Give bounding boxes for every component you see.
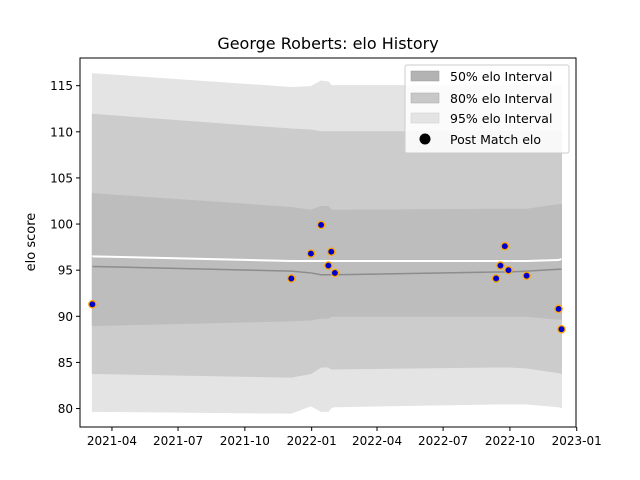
- median-line: [92, 265, 562, 276]
- legend-swatch-95: [410, 112, 440, 124]
- interval-bands: [91, 73, 562, 414]
- post-match-point: [330, 268, 340, 278]
- post-match-point: [88, 300, 97, 309]
- legend-label-post-match: Post Match elo: [450, 132, 541, 147]
- post-match-point: [306, 249, 316, 258]
- x-tick-label: 2023-01: [552, 434, 602, 448]
- y-tick-label: 80: [58, 402, 73, 416]
- legend-swatch-50: [410, 70, 440, 82]
- y-tick-label: 100: [50, 218, 73, 232]
- post-match-point: [504, 265, 513, 275]
- legend-swatch-80: [410, 92, 440, 104]
- post-match-point: [324, 261, 333, 270]
- x-tick-label: 2021-10: [220, 434, 270, 448]
- x-tick-label: 2021-04: [87, 434, 137, 448]
- post-match-point: [316, 220, 326, 230]
- x-tick-label: 2022-07: [418, 434, 468, 448]
- y-tick-label: 110: [50, 125, 73, 139]
- legend-box: [404, 64, 570, 154]
- y-tick-label: 115: [50, 79, 73, 93]
- y-tick-label: 85: [58, 356, 73, 370]
- x-tick-label: 2022-10: [485, 434, 535, 448]
- trend-lines: [92, 255, 562, 276]
- legend: 50% elo Interval 80% elo Interval 95% el…: [404, 64, 570, 154]
- legend-label-80: 80% elo Interval: [450, 91, 552, 106]
- post-match-point: [522, 271, 531, 280]
- post-match-point: [496, 261, 505, 270]
- post-match-point: [500, 241, 510, 251]
- x-tick-label: 2022-01: [287, 434, 337, 448]
- chart-title: George Roberts: elo History: [217, 34, 438, 53]
- y-axis: 80 85 90 95 100 105 110 115: [50, 79, 80, 416]
- x-tick-label: 2021-07: [153, 434, 203, 448]
- y-tick-label: 105: [50, 171, 73, 185]
- post-match-point: [327, 247, 336, 256]
- post-match-points: [88, 220, 566, 334]
- legend-marker-post-match: [419, 133, 431, 145]
- y-axis-label: elo score: [24, 213, 39, 272]
- x-tick-label: 2022-04: [352, 434, 402, 448]
- post-match-point: [554, 304, 563, 314]
- y-tick-label: 90: [58, 310, 73, 324]
- x-axis: 2021-04 2021-07 2021-10 2022-01 2022-04 2022-…: [87, 427, 602, 448]
- band-50-percent: [91, 193, 562, 327]
- legend-label-95: 95% elo Interval: [450, 111, 552, 126]
- post-match-point: [491, 274, 501, 283]
- plot-frame: [79, 57, 577, 428]
- post-match-point: [287, 274, 296, 283]
- y-tick-label: 95: [58, 264, 73, 278]
- legend-label-50: 50% elo Interval: [450, 69, 552, 84]
- post-match-point: [557, 324, 566, 334]
- mean-line: [92, 255, 562, 262]
